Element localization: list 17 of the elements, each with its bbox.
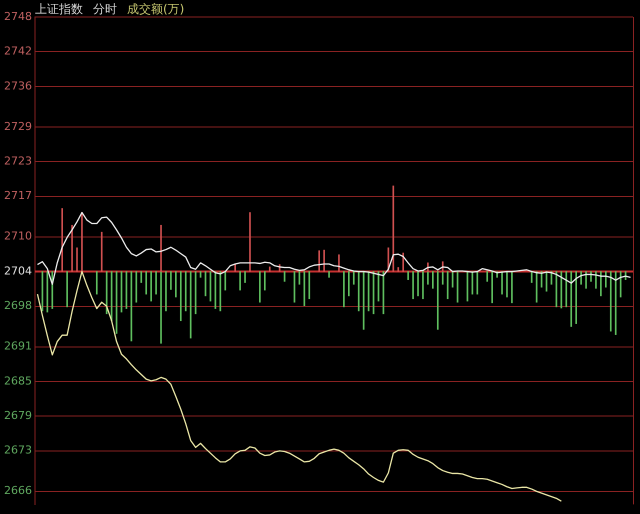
y-tick-label: 2742: [4, 44, 32, 58]
text: 成交额(万): [127, 2, 184, 16]
y-tick-label: 2666: [4, 484, 32, 498]
y-tick-label: 2673: [4, 444, 32, 457]
y-tick-label: 2704: [4, 264, 32, 278]
y-tick-label: 2717: [4, 189, 32, 202]
chart-title: 上证指数: [35, 2, 83, 16]
text: 分时: [93, 2, 117, 16]
y-tick-label: 2710: [4, 230, 32, 243]
y-tick-label: 2736: [4, 79, 32, 92]
y-tick-label: 2723: [4, 154, 32, 168]
y-tick-label: 2698: [4, 299, 32, 312]
y-tick-label: 2748: [4, 10, 32, 23]
y-tick-label: 2685: [4, 374, 32, 388]
y-tick-label: 2691: [4, 340, 32, 353]
y-tick-label: 2729: [4, 120, 32, 133]
y-tick-label: 2679: [4, 409, 32, 422]
